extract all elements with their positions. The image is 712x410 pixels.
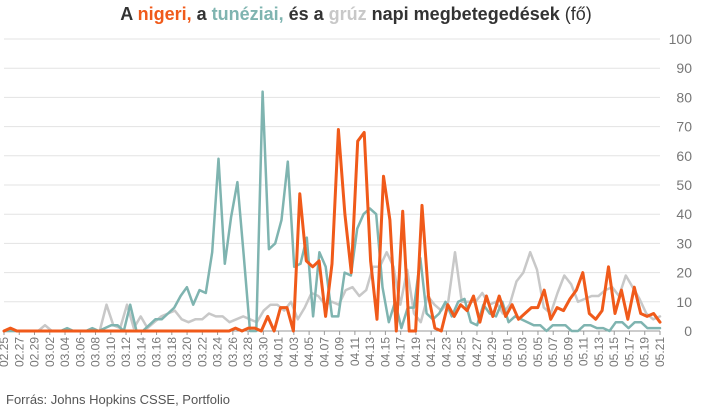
x-tick-label: 05.15 bbox=[607, 337, 621, 367]
x-tick-label: 04.15 bbox=[378, 337, 392, 367]
x-tick-label: 04.11 bbox=[348, 337, 362, 366]
x-tick-label: 03.16 bbox=[150, 337, 164, 367]
x-tick-label: 03.06 bbox=[73, 337, 87, 367]
title-part1: A bbox=[120, 4, 138, 24]
x-tick-label: 04.29 bbox=[485, 337, 499, 367]
x-tick-label: 04.13 bbox=[363, 337, 377, 367]
x-axis-ticks: 02.25 02.27 02.29 03.02 03.04 03.06 03.08 03.10… bbox=[0, 331, 667, 367]
x-tick-label: 03.28 bbox=[241, 337, 255, 367]
x-tick-label: 03.20 bbox=[180, 337, 194, 367]
x-tick-label: 05.07 bbox=[546, 337, 560, 367]
x-tick-label: 04.19 bbox=[409, 337, 423, 367]
x-tick-label: 03.04 bbox=[58, 337, 72, 367]
x-tick-label: 04.27 bbox=[470, 337, 484, 367]
x-tick-label: 05.11 bbox=[577, 337, 591, 366]
x-tick-label: 04.23 bbox=[439, 337, 453, 367]
y-tick-label: 80 bbox=[676, 89, 692, 105]
title-part2: a bbox=[191, 4, 212, 24]
x-tick-label: 05.01 bbox=[500, 337, 514, 367]
y-tick-label: 10 bbox=[676, 294, 692, 310]
x-tick-label: 03.22 bbox=[195, 337, 209, 367]
x-tick-label: 04.03 bbox=[287, 337, 301, 367]
x-tick-label: 03.18 bbox=[165, 337, 179, 367]
title-tunisia: tunéziai, bbox=[211, 4, 284, 24]
series-line-nigeri bbox=[2, 128, 662, 333]
x-tick-label: 03.24 bbox=[211, 337, 225, 367]
y-tick-label: 50 bbox=[676, 177, 692, 193]
x-tick-label: 04.21 bbox=[424, 337, 438, 367]
x-tick-label: 04.01 bbox=[272, 337, 286, 367]
y-axis-ticks: 0 10 20 30 40 50 60 70 80 90 100 bbox=[669, 31, 693, 339]
x-tick-label: 05.21 bbox=[653, 337, 667, 367]
x-tick-label: 05.13 bbox=[592, 337, 606, 367]
x-tick-label: 04.25 bbox=[455, 337, 469, 367]
title-unit: (fő) bbox=[559, 4, 592, 24]
x-tick-label: 03.08 bbox=[89, 337, 103, 367]
x-tick-label: 03.26 bbox=[226, 337, 240, 367]
y-tick-label: 0 bbox=[684, 323, 692, 339]
title-georgia: grúz bbox=[328, 4, 367, 24]
x-tick-label: 04.05 bbox=[302, 337, 316, 367]
x-tick-label: 04.09 bbox=[333, 337, 347, 367]
x-tick-label: 03.14 bbox=[134, 337, 148, 367]
x-tick-label: 02.25 bbox=[0, 337, 11, 367]
x-tick-label: 05.09 bbox=[561, 337, 575, 367]
series-line-tunéziai bbox=[2, 90, 662, 333]
x-tick-label: 02.27 bbox=[12, 337, 26, 367]
y-tick-label: 40 bbox=[676, 206, 692, 222]
x-tick-label: 02.29 bbox=[28, 337, 42, 367]
x-tick-label: 05.17 bbox=[622, 337, 636, 367]
x-tick-label: 05.05 bbox=[531, 337, 545, 367]
y-tick-label: 90 bbox=[676, 60, 692, 76]
x-tick-label: 04.07 bbox=[317, 337, 331, 367]
source-note: Forrás: Johns Hopkins CSSE, Portfolio bbox=[6, 392, 230, 407]
x-tick-label: 05.03 bbox=[516, 337, 530, 367]
x-tick-label: 03.30 bbox=[256, 337, 270, 367]
x-tick-label: 03.02 bbox=[43, 337, 57, 367]
title-nigeria: nigeri, bbox=[137, 4, 192, 24]
x-tick-label: 03.10 bbox=[104, 337, 118, 367]
title-part4: napi megbetegedések bbox=[366, 4, 560, 24]
y-tick-label: 60 bbox=[676, 148, 692, 164]
y-tick-label: 70 bbox=[676, 119, 692, 135]
series-lines bbox=[2, 90, 662, 333]
x-tick-label: 03.12 bbox=[119, 337, 133, 367]
title-part3: és a bbox=[283, 4, 329, 24]
x-tick-label: 05.19 bbox=[638, 337, 652, 367]
chart-title: A nigeri, a tunéziai, és a grúz napi meg… bbox=[0, 4, 712, 25]
y-tick-label: 100 bbox=[669, 31, 693, 47]
x-tick-label: 04.17 bbox=[394, 337, 408, 367]
y-tick-label: 30 bbox=[676, 235, 692, 251]
y-tick-label: 20 bbox=[676, 265, 692, 281]
